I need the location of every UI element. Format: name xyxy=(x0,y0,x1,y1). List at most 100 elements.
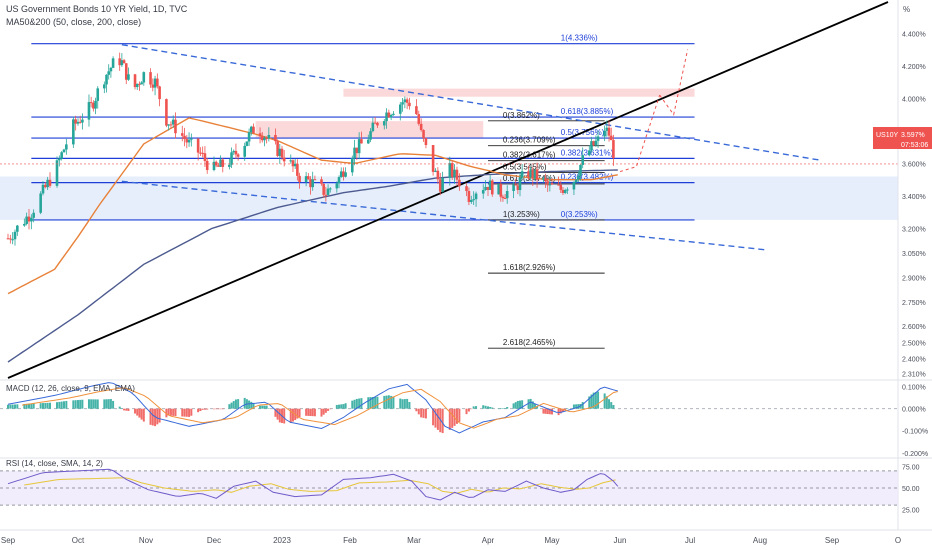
macd-hist-bar xyxy=(590,394,593,409)
candle-body xyxy=(48,179,52,186)
macd-hist-bar xyxy=(335,404,338,409)
macd-hist-bar xyxy=(291,408,294,422)
candle-body xyxy=(563,189,567,193)
macd-signal-line xyxy=(21,387,618,429)
macd-hist-bar xyxy=(79,399,82,409)
candle-body xyxy=(484,186,487,191)
candle-body xyxy=(249,126,253,133)
candle-body xyxy=(373,122,377,124)
candle-body xyxy=(376,122,379,126)
macd-hist-bar xyxy=(158,408,161,423)
candle-body xyxy=(94,100,97,109)
last-price-tag xyxy=(873,127,932,149)
macd-hist-bar xyxy=(56,402,58,409)
macd-hist-bar xyxy=(369,397,372,409)
macd-hist-bar xyxy=(564,408,567,410)
macd-hist-bar xyxy=(329,408,332,410)
candle-body xyxy=(389,114,393,118)
macd-hist-bar xyxy=(383,395,386,409)
macd-hist-bar xyxy=(16,404,19,409)
macd-hist-bar xyxy=(472,406,475,409)
macd-hist-bar xyxy=(475,406,478,409)
macd-hist-bar xyxy=(531,401,534,409)
macd-hist-bar xyxy=(9,404,12,409)
macd-hist-bar xyxy=(237,399,240,409)
candle-body xyxy=(514,184,518,186)
candle-body xyxy=(350,158,354,173)
macd-hist-bar xyxy=(542,408,545,414)
candle-body xyxy=(274,134,277,142)
macd-hist-bar xyxy=(174,408,177,417)
candle-body xyxy=(32,212,35,218)
macd-hist-bar xyxy=(267,408,270,409)
macd-hist-bar xyxy=(142,408,145,422)
candle-body xyxy=(138,83,141,85)
macd-hist-bar xyxy=(138,408,141,418)
macd-hist-bar xyxy=(298,408,301,418)
macd-hist-bar xyxy=(185,408,188,417)
macd-hist-bar xyxy=(23,403,26,409)
candle-body xyxy=(30,217,33,222)
macd-hist-bar xyxy=(529,398,532,409)
price-tick-12: 2.400% xyxy=(902,357,926,364)
macd-hist-bar xyxy=(154,408,157,427)
ma-indicator-label: MA50&200 (50, close, 200, close) xyxy=(6,17,142,27)
candle-body xyxy=(293,163,297,167)
candle-body xyxy=(236,154,240,157)
macd-hist-bar xyxy=(572,404,575,409)
candle-body xyxy=(592,141,595,146)
candle-body xyxy=(458,179,461,187)
symbol-tag-label: US10Y xyxy=(876,132,899,139)
candle-body xyxy=(455,169,459,180)
time-tick-11: Aug xyxy=(753,536,767,545)
macd-hist-bar xyxy=(351,400,354,409)
candle-body xyxy=(360,139,363,144)
candle-body xyxy=(474,193,478,200)
candle-body xyxy=(221,159,225,167)
projection-path xyxy=(619,94,661,173)
macd-hist-bar xyxy=(546,408,549,415)
candle-body xyxy=(171,119,175,125)
candle-body xyxy=(550,183,554,185)
candle-body xyxy=(355,147,359,154)
candle-body xyxy=(481,190,485,194)
candle-body xyxy=(531,169,535,179)
candle-body xyxy=(158,86,161,100)
macd-hist-bar xyxy=(581,402,584,409)
fib-minor-label-5: 1(3.253%) xyxy=(503,210,540,219)
macd-hist-bar xyxy=(250,401,253,409)
candle-body xyxy=(438,179,442,192)
macd-hist-bar xyxy=(355,398,358,409)
macd-hist-bar xyxy=(501,408,504,409)
candle-body xyxy=(187,139,191,143)
macd-hist-bar xyxy=(514,402,517,409)
candle-body xyxy=(185,139,189,143)
candle-body xyxy=(590,141,593,151)
macd-hist-bar xyxy=(63,401,65,409)
macd-hist-bar xyxy=(340,404,343,409)
candle-body xyxy=(503,198,507,200)
projection-path-2 xyxy=(659,49,689,116)
macd-hist-bar xyxy=(265,405,268,409)
candle-body xyxy=(401,102,404,105)
candle-body xyxy=(120,60,124,66)
candle-body xyxy=(165,99,168,126)
time-tick-12: Sep xyxy=(825,536,840,545)
candle-body xyxy=(472,199,475,201)
candle-body xyxy=(81,119,84,123)
chart-title: US Government Bonds 10 YR Yield, 1D, TVC xyxy=(6,4,188,14)
candle-body xyxy=(13,231,17,240)
macd-hist-bar xyxy=(605,396,608,409)
candle-body xyxy=(542,178,545,180)
macd-hist-bar xyxy=(46,402,49,409)
candle-body xyxy=(405,99,409,103)
candle-body xyxy=(109,67,113,72)
time-tick-3: Dec xyxy=(207,536,221,545)
price-tick-11: 2.500% xyxy=(902,340,926,347)
candle-body xyxy=(205,161,209,171)
macd-hist-bar xyxy=(125,408,128,411)
candle-body xyxy=(260,136,264,141)
candle-body xyxy=(408,102,411,107)
macd-hist-bar xyxy=(424,408,427,419)
